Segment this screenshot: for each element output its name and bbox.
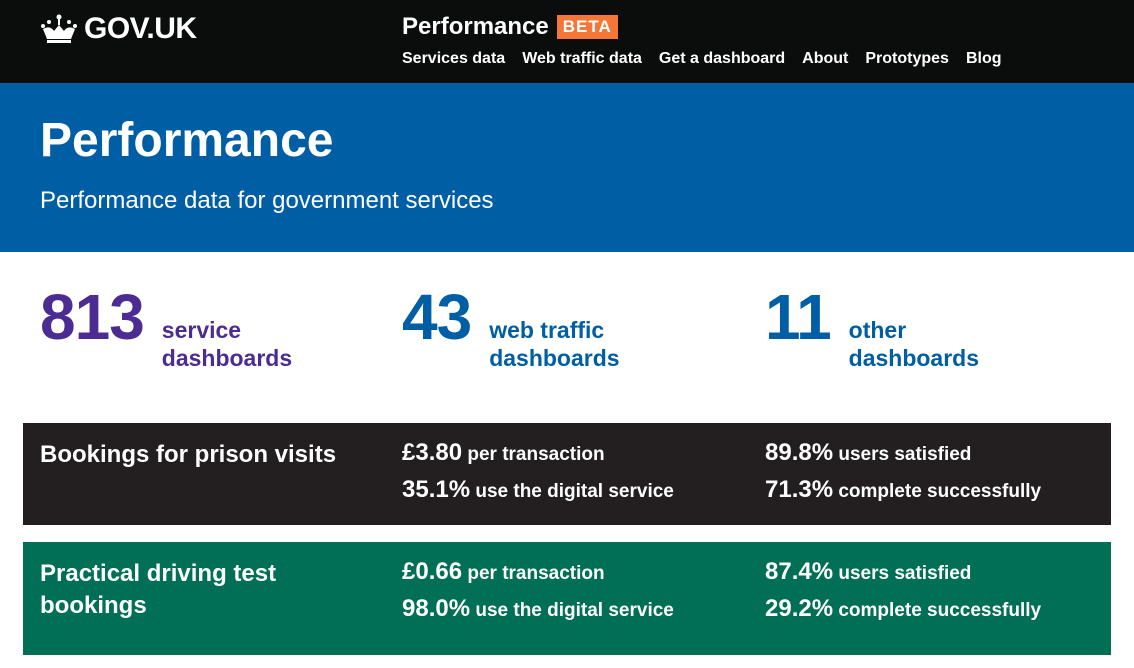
main-nav: Services data Web traffic data Get a das… xyxy=(402,50,1002,68)
service-name: Practical driving test bookings xyxy=(40,560,277,619)
complete-label: complete successfully xyxy=(838,600,1042,621)
stat-value: 813 xyxy=(40,281,145,353)
cost-value: £3.80 xyxy=(402,439,463,466)
service-card-driving-test[interactable]: Practical driving test bookings £0.66 pe… xyxy=(23,542,1111,655)
hero-banner: Performance Performance data for governm… xyxy=(0,83,1134,252)
nav-prototypes[interactable]: Prototypes xyxy=(865,50,949,67)
cost-value: £0.66 xyxy=(402,558,463,585)
stat-other-dashboards[interactable]: 11 other dashboards xyxy=(765,282,999,372)
stat-label: other dashboards xyxy=(848,317,980,371)
complete-value: 71.3% xyxy=(765,476,834,503)
stat-service-dashboards[interactable]: 813 service dashboards xyxy=(40,282,322,372)
stat-web-traffic-dashboards[interactable]: 43 web traffic dashboards xyxy=(402,282,649,372)
nav-get-a-dashboard[interactable]: Get a dashboard xyxy=(658,50,786,67)
digital-value: 35.1% xyxy=(402,476,471,503)
stat-label: service dashboards xyxy=(161,317,293,371)
nav-blog[interactable]: Blog xyxy=(965,50,1002,67)
logo-text: GOV.UK xyxy=(84,12,197,45)
beta-badge: BETA xyxy=(556,15,618,39)
service-card-prison-visits[interactable]: Bookings for prison visits £3.80 per tra… xyxy=(23,423,1111,525)
satisfied-value: 89.8% xyxy=(765,439,834,466)
stat-value: 11 xyxy=(765,281,832,353)
cost-label: per transaction xyxy=(467,444,605,465)
crown-icon xyxy=(41,14,77,43)
govuk-logo-link[interactable]: GOV.UK xyxy=(40,12,197,46)
digital-label: use the digital service xyxy=(475,481,674,502)
complete-label: complete successfully xyxy=(838,481,1042,502)
service-name: Bookings for prison visits xyxy=(40,441,337,468)
site-header: GOV.UK Performance BETA Services data We… xyxy=(0,0,1134,83)
satisfied-label: users satisfied xyxy=(838,444,972,465)
stat-value: 43 xyxy=(402,281,472,353)
cost-label: per transaction xyxy=(467,563,605,584)
page-subtitle: Performance data for government services xyxy=(40,187,494,214)
nav-services-data[interactable]: Services data xyxy=(402,50,506,67)
nav-web-traffic-data[interactable]: Web traffic data xyxy=(522,50,642,67)
nav-about[interactable]: About xyxy=(802,50,849,67)
digital-value: 98.0% xyxy=(402,595,471,622)
product-name-link[interactable]: Performance xyxy=(402,13,549,40)
stat-label: web traffic dashboards xyxy=(489,317,620,371)
page-title: Performance xyxy=(40,114,334,167)
satisfied-value: 87.4% xyxy=(765,558,834,585)
digital-label: use the digital service xyxy=(475,600,674,621)
satisfied-label: users satisfied xyxy=(838,563,972,584)
complete-value: 29.2% xyxy=(765,595,834,622)
